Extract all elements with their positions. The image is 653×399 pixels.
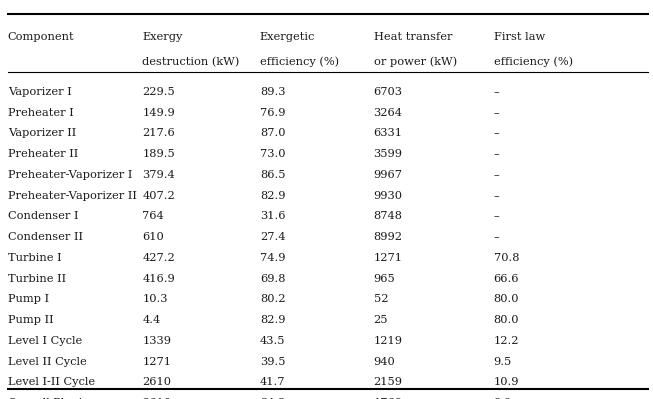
Text: 217.6: 217.6 [142, 128, 175, 138]
Text: 2610: 2610 [142, 398, 171, 399]
Text: 73.0: 73.0 [260, 149, 285, 159]
Text: 610: 610 [142, 232, 164, 242]
Text: 74.9: 74.9 [260, 253, 285, 263]
Text: 43.5: 43.5 [260, 336, 285, 346]
Text: Pump I: Pump I [8, 294, 49, 304]
Text: 1271: 1271 [142, 357, 171, 367]
Text: Heat transfer: Heat transfer [374, 32, 452, 42]
Text: Overall Plantᵃ: Overall Plantᵃ [8, 398, 88, 399]
Text: efficiency (%): efficiency (%) [260, 57, 339, 67]
Text: 229.5: 229.5 [142, 87, 175, 97]
Text: 1271: 1271 [374, 253, 402, 263]
Text: 66.6: 66.6 [494, 274, 519, 284]
Text: Preheater I: Preheater I [8, 108, 74, 118]
Text: Preheater II: Preheater II [8, 149, 78, 159]
Text: 82.9: 82.9 [260, 315, 285, 325]
Text: Level II Cycle: Level II Cycle [8, 357, 87, 367]
Text: 4.4: 4.4 [142, 315, 161, 325]
Text: 149.9: 149.9 [142, 108, 175, 118]
Text: 8748: 8748 [374, 211, 402, 221]
Text: 80.0: 80.0 [494, 315, 519, 325]
Text: 3599: 3599 [374, 149, 402, 159]
Text: destruction (kW): destruction (kW) [142, 57, 240, 67]
Text: 407.2: 407.2 [142, 191, 175, 201]
Text: 416.9: 416.9 [142, 274, 175, 284]
Text: 2610: 2610 [142, 377, 171, 387]
Text: 1769: 1769 [374, 398, 402, 399]
Text: 87.0: 87.0 [260, 128, 285, 138]
Text: 39.5: 39.5 [260, 357, 285, 367]
Text: 34.2: 34.2 [260, 398, 285, 399]
Text: 70.8: 70.8 [494, 253, 519, 263]
Text: 69.8: 69.8 [260, 274, 285, 284]
Text: 6331: 6331 [374, 128, 402, 138]
Text: 80.2: 80.2 [260, 294, 285, 304]
Text: 10.9: 10.9 [494, 377, 519, 387]
Text: 31.6: 31.6 [260, 211, 285, 221]
Text: –: – [494, 170, 500, 180]
Text: Exergetic: Exergetic [260, 32, 315, 42]
Text: –: – [494, 211, 500, 221]
Text: Component: Component [8, 32, 74, 42]
Text: 940: 940 [374, 357, 395, 367]
Text: 764: 764 [142, 211, 164, 221]
Text: 3264: 3264 [374, 108, 402, 118]
Text: 379.4: 379.4 [142, 170, 175, 180]
Text: First law: First law [494, 32, 545, 42]
Text: 27.4: 27.4 [260, 232, 285, 242]
Text: 965: 965 [374, 274, 395, 284]
Text: 41.7: 41.7 [260, 377, 285, 387]
Text: 9930: 9930 [374, 191, 402, 201]
Text: Condenser I: Condenser I [8, 211, 78, 221]
Text: 8.9: 8.9 [494, 398, 512, 399]
Text: 8992: 8992 [374, 232, 402, 242]
Text: 25: 25 [374, 315, 388, 325]
Text: 89.3: 89.3 [260, 87, 285, 97]
Text: 1219: 1219 [374, 336, 402, 346]
Text: 76.9: 76.9 [260, 108, 285, 118]
Text: –: – [494, 149, 500, 159]
Text: Condenser II: Condenser II [8, 232, 83, 242]
Text: –: – [494, 87, 500, 97]
Text: Level I Cycle: Level I Cycle [8, 336, 82, 346]
Text: Exergy: Exergy [142, 32, 183, 42]
Text: efficiency (%): efficiency (%) [494, 57, 573, 67]
Text: Turbine II: Turbine II [8, 274, 66, 284]
Text: 82.9: 82.9 [260, 191, 285, 201]
Text: 2159: 2159 [374, 377, 402, 387]
Text: Pump II: Pump II [8, 315, 54, 325]
Text: Preheater-Vaporizer I: Preheater-Vaporizer I [8, 170, 132, 180]
Text: –: – [494, 128, 500, 138]
Text: 10.3: 10.3 [142, 294, 168, 304]
Text: Preheater-Vaporizer II: Preheater-Vaporizer II [8, 191, 136, 201]
Text: Level I-II Cycle: Level I-II Cycle [8, 377, 95, 387]
Text: Vaporizer II: Vaporizer II [8, 128, 76, 138]
Text: Turbine I: Turbine I [8, 253, 61, 263]
Text: 52: 52 [374, 294, 388, 304]
Text: 9.5: 9.5 [494, 357, 512, 367]
Text: 86.5: 86.5 [260, 170, 285, 180]
Text: 80.0: 80.0 [494, 294, 519, 304]
Text: 189.5: 189.5 [142, 149, 175, 159]
Text: or power (kW): or power (kW) [374, 57, 456, 67]
Text: 6703: 6703 [374, 87, 402, 97]
Text: 1339: 1339 [142, 336, 171, 346]
Text: Vaporizer I: Vaporizer I [8, 87, 72, 97]
Text: –: – [494, 191, 500, 201]
Text: –: – [494, 108, 500, 118]
Text: –: – [494, 232, 500, 242]
Text: 9967: 9967 [374, 170, 402, 180]
Text: 427.2: 427.2 [142, 253, 175, 263]
Text: 12.2: 12.2 [494, 336, 519, 346]
